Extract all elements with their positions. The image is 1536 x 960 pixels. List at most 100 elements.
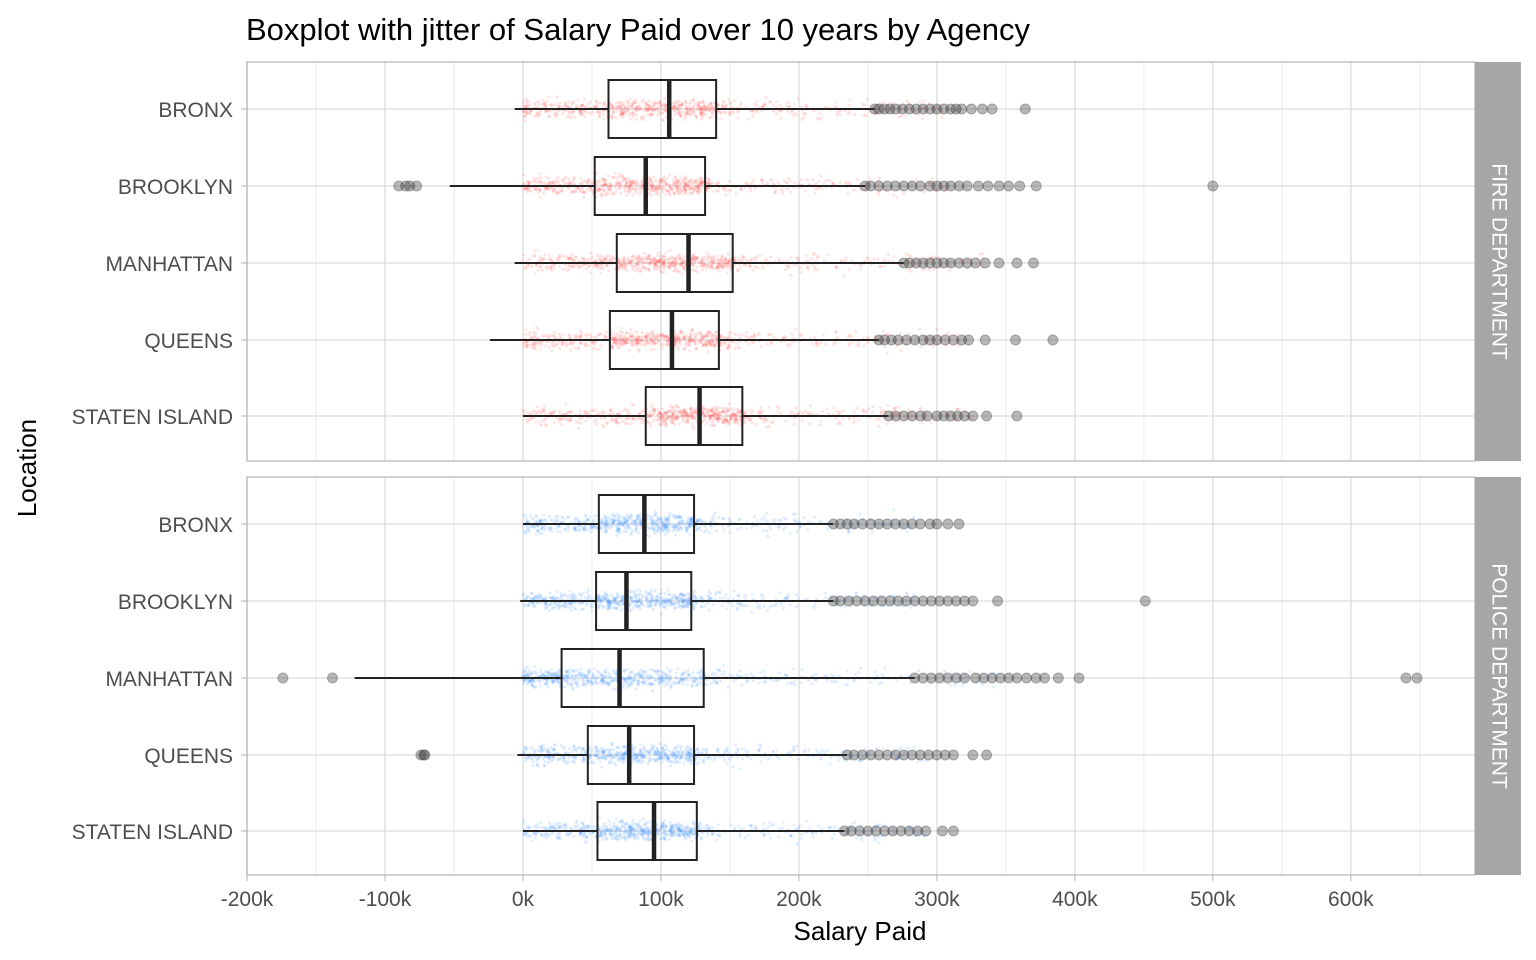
jitter-point [765, 511, 769, 515]
jitter-point [645, 600, 649, 605]
jitter-point [538, 257, 542, 261]
jitter-point [714, 405, 718, 409]
jitter-point [678, 262, 682, 266]
jitter-point [761, 105, 765, 109]
jitter-point [939, 182, 943, 186]
jitter-point [768, 100, 772, 104]
jitter-point [865, 97, 869, 101]
jitter-point [724, 260, 729, 264]
jitter-point [787, 344, 791, 348]
jitter-point [538, 189, 543, 193]
jitter-point [689, 408, 693, 412]
jitter-point [760, 177, 764, 181]
jitter-point [712, 423, 716, 427]
jitter-point [637, 254, 641, 258]
jitter-point [707, 589, 711, 594]
jitter-point [606, 259, 610, 263]
jitter-point [875, 106, 880, 111]
jitter-point [653, 188, 657, 193]
jitter-point [614, 605, 618, 610]
jitter-point [585, 181, 589, 185]
jitter-point [692, 188, 696, 192]
jitter-point [649, 260, 653, 264]
jitter-point [672, 183, 676, 187]
jitter-point [648, 104, 652, 108]
jitter-point [659, 102, 663, 106]
jitter-point [571, 258, 575, 262]
outlier-point [931, 103, 943, 115]
jitter-point [538, 195, 542, 199]
jitter-point [648, 526, 652, 531]
jitter-point [666, 264, 670, 268]
jitter-point [589, 530, 593, 534]
jitter-point [823, 591, 828, 596]
jitter-point [643, 267, 647, 271]
jitter-point [663, 180, 668, 184]
jitter-point [608, 517, 612, 521]
jitter-point [809, 257, 814, 261]
jitter-point [688, 112, 692, 117]
jitter-point [557, 192, 561, 196]
jitter-point [708, 107, 712, 111]
jitter-point [935, 103, 939, 107]
jitter-point [723, 104, 728, 108]
jitter-point [627, 191, 631, 195]
jitter-point [628, 189, 633, 193]
jitter-point [682, 181, 686, 185]
jitter-point [685, 181, 689, 186]
jitter-point [729, 188, 733, 192]
jitter-point [541, 191, 546, 195]
jitter-point [890, 180, 894, 184]
jitter-point [534, 101, 539, 105]
jitter-point [579, 331, 584, 335]
jitter-point [927, 181, 931, 185]
jitter-point [598, 180, 602, 184]
outlier-point [890, 180, 901, 192]
outlier-point [906, 180, 918, 192]
jitter-point [568, 181, 572, 185]
jitter-point [684, 175, 688, 179]
jitter-point [556, 105, 561, 109]
jitter-point [875, 184, 879, 188]
outlier-point [986, 103, 998, 115]
jitter-point [910, 181, 914, 185]
jitter-point [705, 258, 709, 262]
jitter-point [792, 102, 797, 106]
jitter-point [648, 331, 652, 335]
jitter-point [576, 186, 580, 190]
jitter-point [702, 105, 706, 109]
jitter-point [725, 261, 730, 265]
jitter-point [688, 338, 692, 342]
jitter-point [627, 188, 631, 193]
jitter-point [578, 110, 583, 114]
jitter-point [644, 267, 648, 271]
jitter-point [886, 404, 890, 408]
jitter-point [657, 259, 662, 263]
jitter-point [712, 258, 717, 262]
jitter-point [696, 186, 700, 190]
jitter-point [661, 183, 665, 187]
jitter-point [820, 409, 825, 413]
jitter-point [906, 259, 910, 263]
jitter-point [624, 109, 628, 113]
outlier-point [945, 180, 957, 192]
jitter-point [702, 112, 706, 116]
jitter-point [723, 341, 727, 346]
jitter-point [757, 603, 762, 608]
jitter-point [638, 106, 642, 110]
jitter-point [603, 335, 607, 339]
jitter-point [571, 102, 575, 106]
jitter-point [573, 115, 577, 119]
jitter-point [523, 187, 527, 191]
jitter-point [524, 97, 528, 101]
jitter-point [846, 192, 850, 196]
jitter-point [835, 409, 839, 413]
jitter-point [794, 328, 798, 332]
jitter-point [628, 181, 632, 185]
jitter-point [639, 266, 643, 270]
jitter-point [522, 173, 526, 177]
jitter-point [722, 596, 726, 600]
jitter-point [627, 184, 631, 188]
jitter-point [697, 260, 701, 264]
jitter-point [889, 188, 893, 192]
